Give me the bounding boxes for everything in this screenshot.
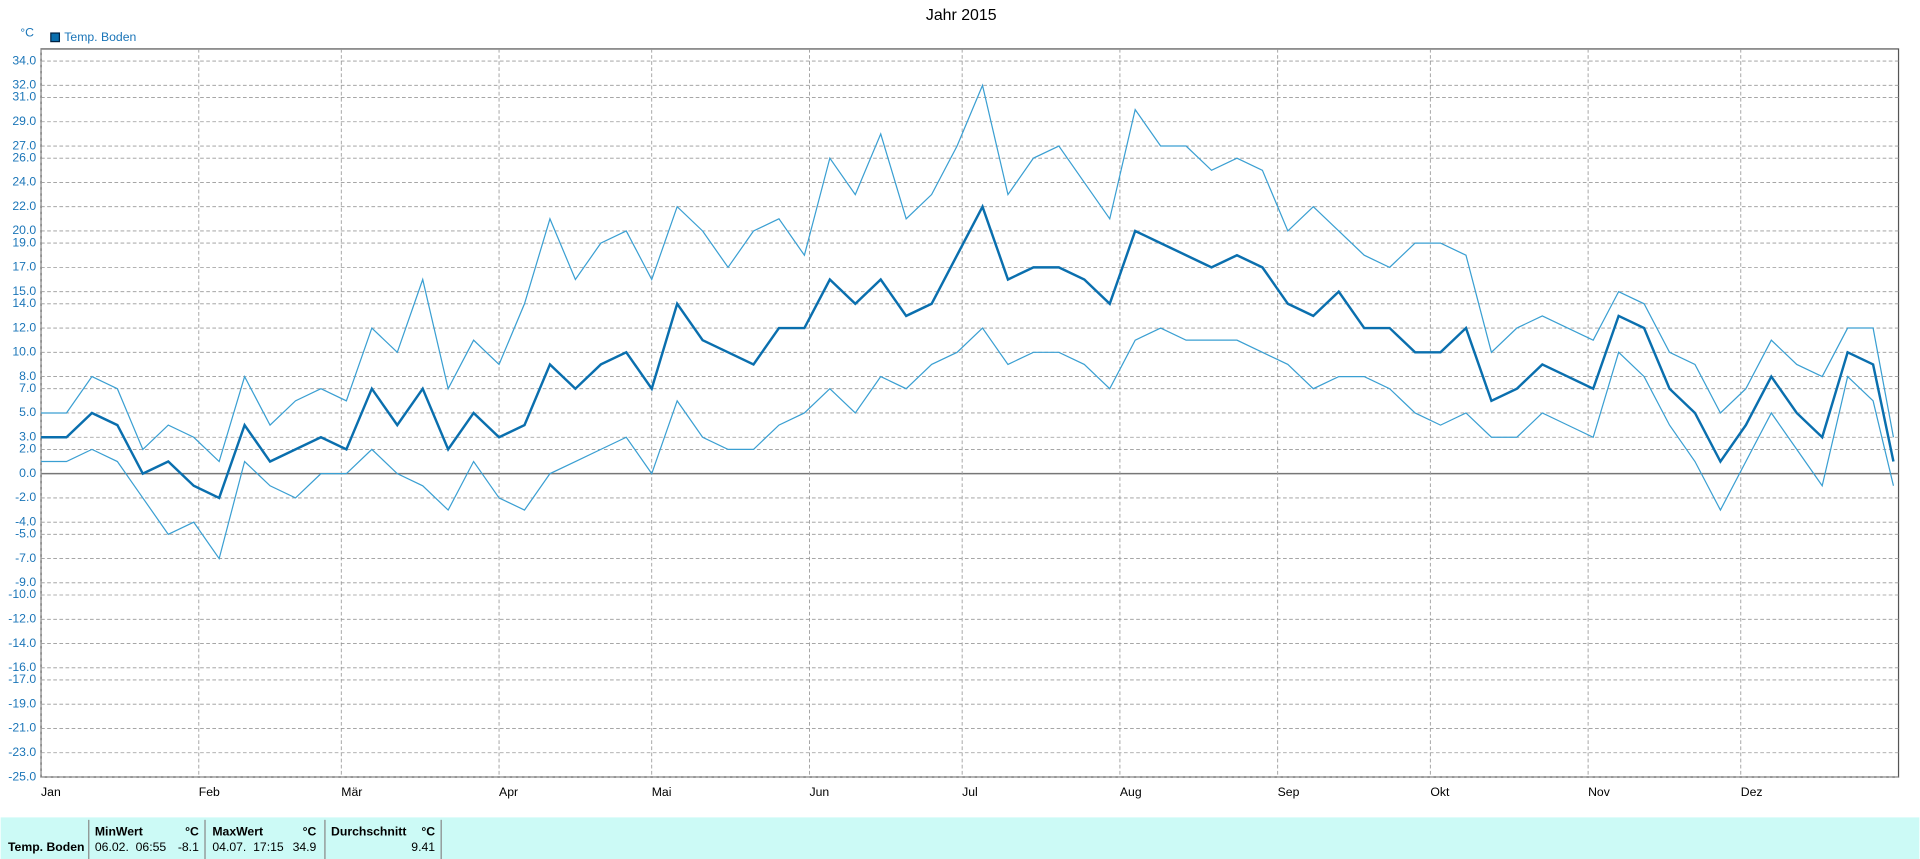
y-unit: °C <box>20 25 34 39</box>
series-line <box>41 327 1895 561</box>
y-tick-label: -2.0 <box>15 490 36 504</box>
y-tick-label: -12.0 <box>8 612 36 626</box>
y-tick-label: 32.0 <box>12 78 36 92</box>
table-cell: Temp. Boden <box>8 840 84 854</box>
y-tick-label: -23.0 <box>8 745 36 759</box>
y-tick-label: 22.0 <box>12 199 36 213</box>
table-cell: 9.41 <box>411 840 435 854</box>
y-tick-label: 20.0 <box>12 223 36 237</box>
table-header: °C <box>185 824 199 838</box>
table-cell: -8.1 <box>178 840 199 854</box>
y-tick-label: -5.0 <box>15 527 36 541</box>
y-tick-label: -25.0 <box>8 769 36 783</box>
y-tick-label: -21.0 <box>8 721 36 735</box>
table-cell: 06.02. 06:55 <box>95 840 167 854</box>
y-tick-label: -16.0 <box>8 660 36 674</box>
x-tick-label: Nov <box>1588 785 1611 799</box>
y-tick-label: 27.0 <box>12 138 36 152</box>
y-tick-label: 31.0 <box>12 90 36 104</box>
y-tick-label: -17.0 <box>8 672 36 686</box>
legend-swatch <box>50 32 61 43</box>
y-tick-label: 34.0 <box>12 53 36 67</box>
legend-label: Temp. Boden <box>64 30 136 44</box>
x-tick-label: Jan <box>41 785 61 799</box>
y-tick-label: 7.0 <box>19 381 36 395</box>
y-tick-label: 15.0 <box>12 284 36 298</box>
y-tick-label: -4.0 <box>15 514 36 528</box>
y-tick-label: 26.0 <box>12 150 36 164</box>
y-tick-label: 0.0 <box>19 466 36 480</box>
y-tick-label: 29.0 <box>12 114 36 128</box>
table-header: °C <box>421 824 435 838</box>
y-tick-label: 14.0 <box>12 296 36 310</box>
y-tick-label: -10.0 <box>8 587 36 601</box>
x-tick-label: Mär <box>341 785 362 799</box>
table-header: MinWert <box>95 824 143 838</box>
y-tick-label: -9.0 <box>15 575 36 589</box>
y-tick-label: 17.0 <box>12 260 36 274</box>
y-tick-label: 8.0 <box>19 369 36 383</box>
chart-title: Jahr 2015 <box>926 7 997 24</box>
y-tick-label: -14.0 <box>8 636 36 650</box>
y-tick-label: 19.0 <box>12 235 36 249</box>
series-line <box>41 203 1895 500</box>
x-tick-label: Aug <box>1120 785 1142 799</box>
table-header: MaxWert <box>212 824 263 838</box>
table-header: °C <box>303 824 317 838</box>
x-tick-label: Sep <box>1278 785 1300 799</box>
x-tick-label: Dez <box>1741 785 1763 799</box>
x-tick-label: Okt <box>1430 785 1450 799</box>
y-tick-label: 3.0 <box>19 429 36 443</box>
y-tick-label: 24.0 <box>12 175 36 189</box>
table-cell: 34.9 <box>293 840 317 854</box>
x-tick-label: Jul <box>962 785 978 799</box>
x-tick-label: Mai <box>652 785 672 799</box>
y-tick-label: 12.0 <box>12 320 36 334</box>
x-tick-label: Apr <box>499 785 518 799</box>
table-cell: 04.07. 17:15 <box>212 840 284 854</box>
table-header: Durchschnitt <box>331 824 406 838</box>
y-tick-label: 5.0 <box>19 405 36 419</box>
y-tick-label: -19.0 <box>8 696 36 710</box>
y-tick-label: 2.0 <box>19 442 36 456</box>
x-tick-label: Jun <box>809 785 829 799</box>
stats-panel <box>0 817 1920 859</box>
y-tick-label: 10.0 <box>12 345 36 359</box>
x-tick-label: Feb <box>199 785 220 799</box>
series-line <box>41 83 1895 463</box>
y-tick-label: -7.0 <box>15 551 36 565</box>
